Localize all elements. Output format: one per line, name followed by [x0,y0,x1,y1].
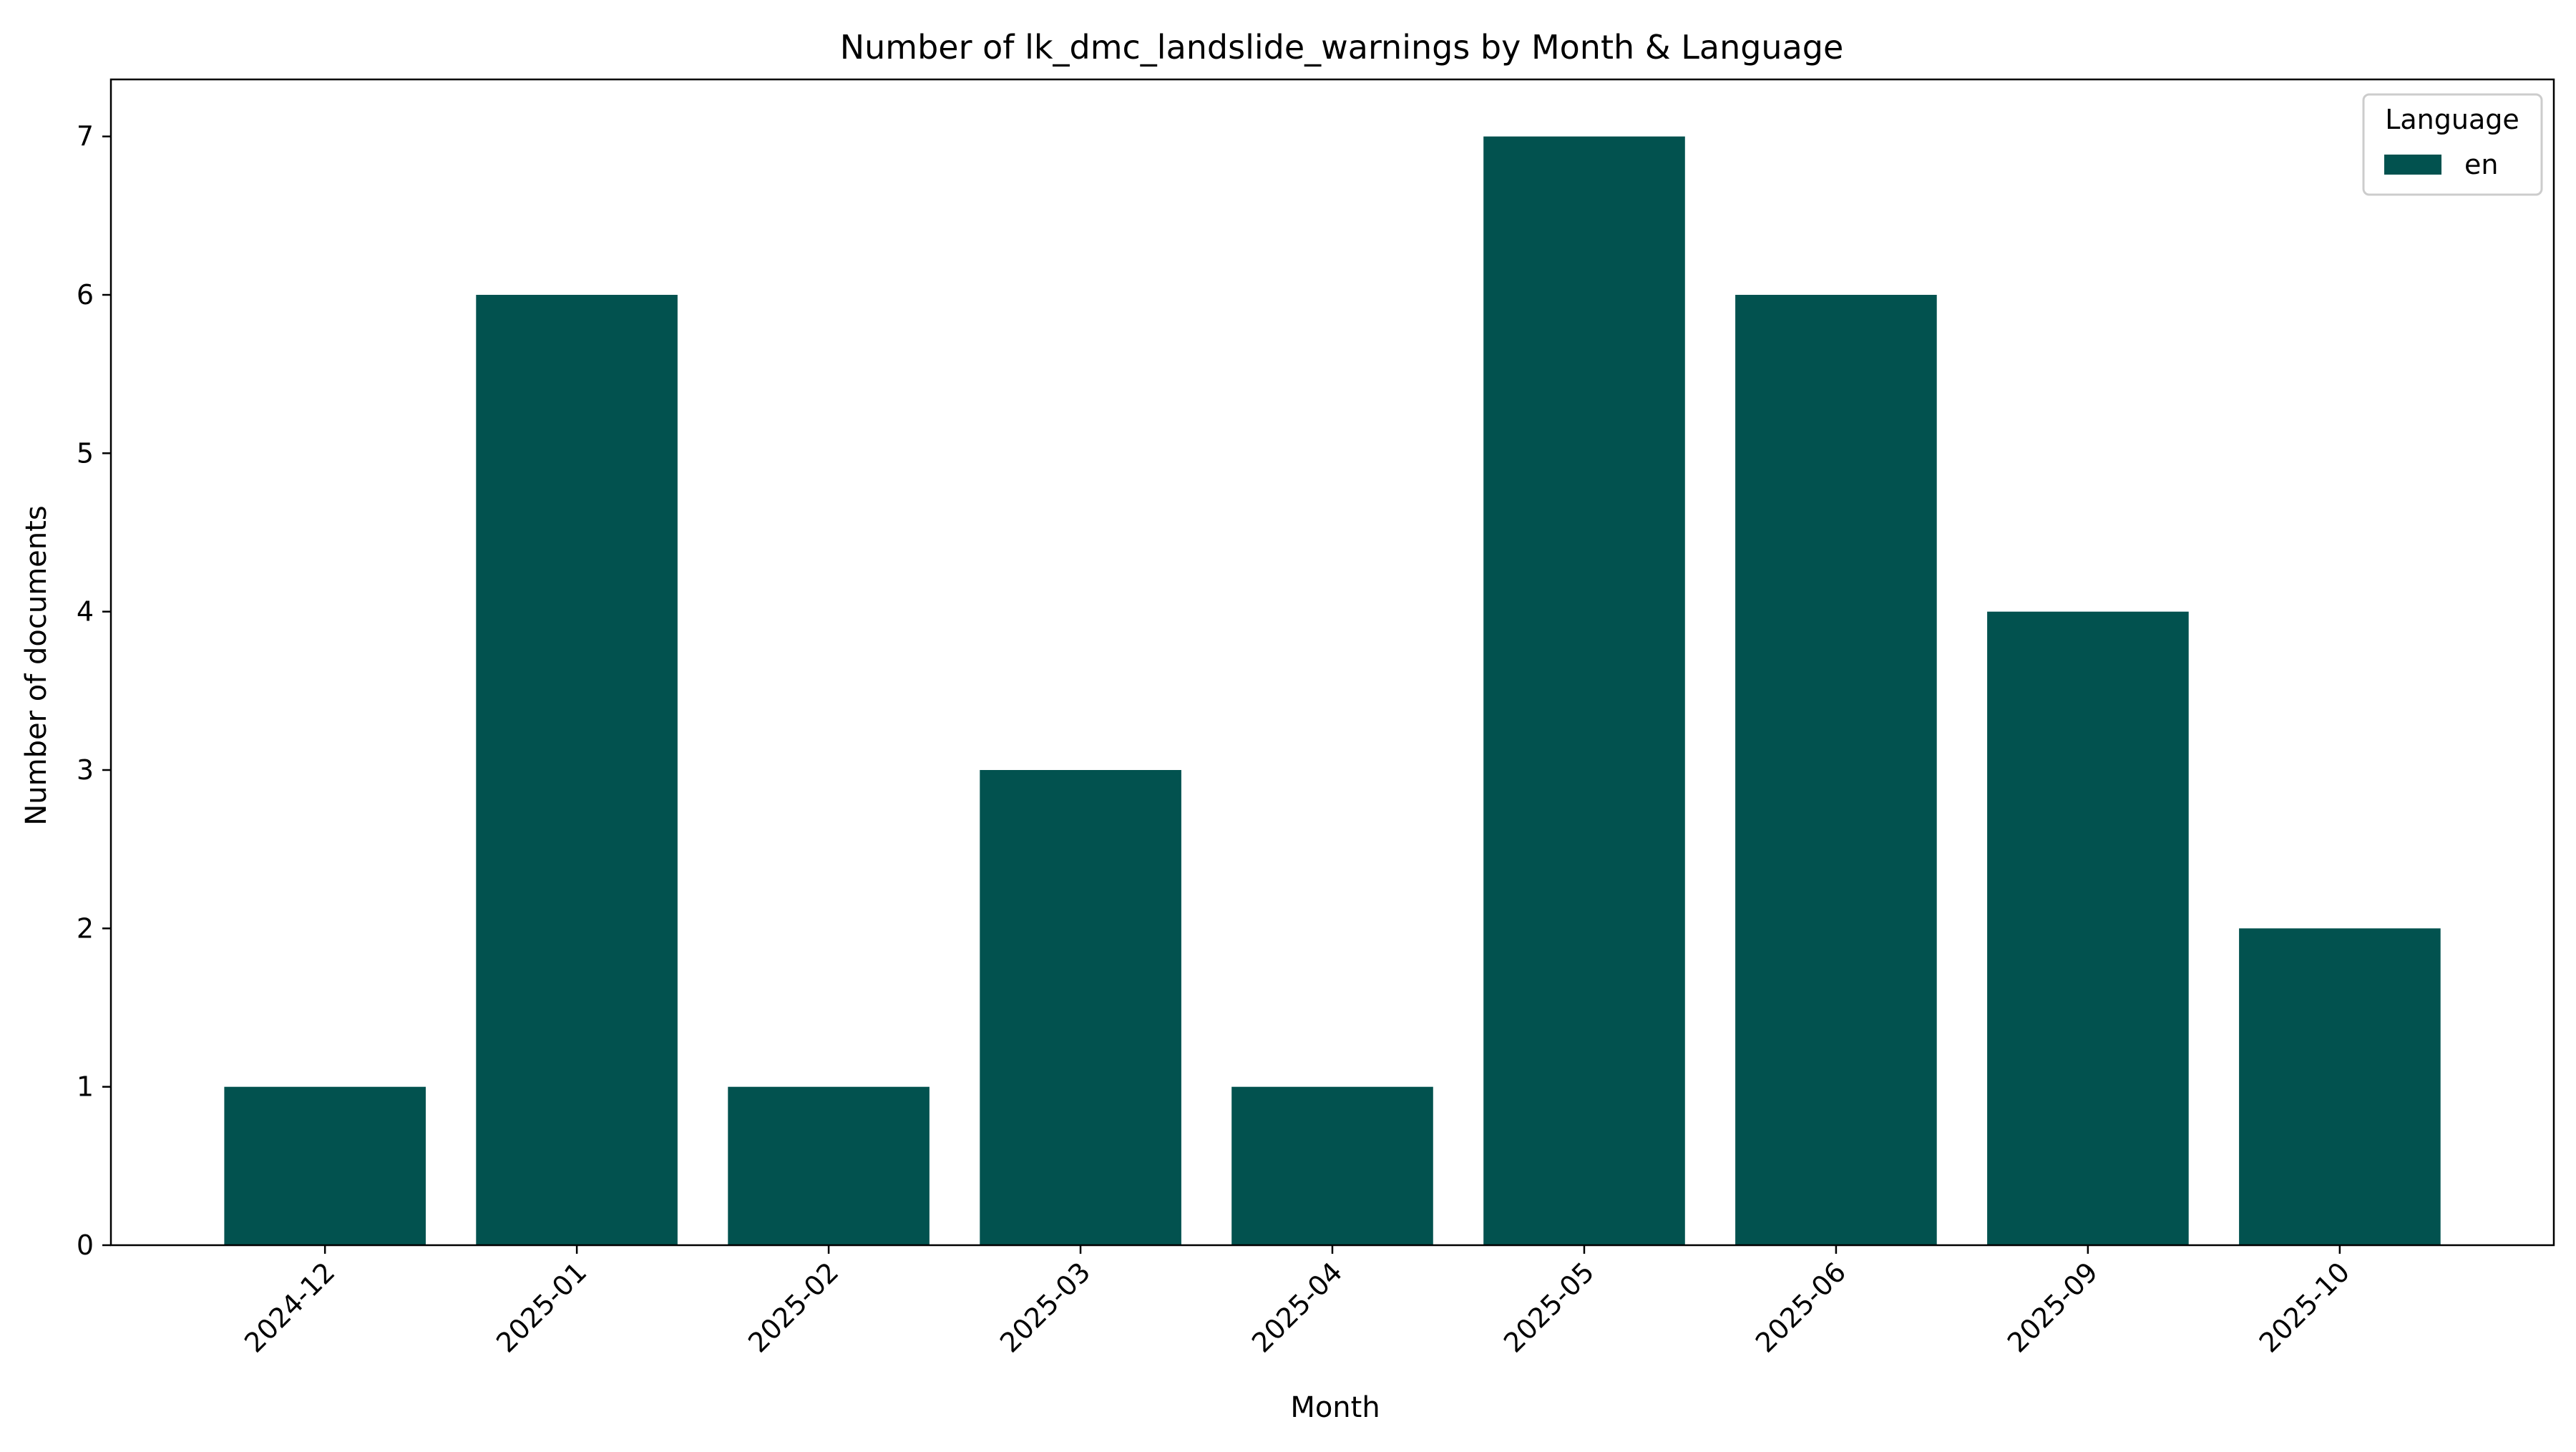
legend: Language en [2362,93,2543,196]
x-tick-label-2025-03: 2025-03 [994,1256,1096,1358]
y-tick-label-6: 6 [77,279,94,311]
y-tick-label-0: 0 [77,1229,94,1261]
y-tick-label-5: 5 [77,437,94,469]
x-tick-label-2025-09: 2025-09 [2001,1256,2104,1358]
y-tick-label-3: 3 [77,754,94,786]
x-tick-label-2025-04: 2025-04 [1246,1256,1348,1358]
chart-title: Number of lk_dmc_landslide_warnings by M… [840,28,1844,67]
bar-2024-12 [224,1086,426,1245]
bar-2025-03 [980,770,1181,1245]
y-tick-label-2: 2 [77,912,94,944]
bar-2025-04 [1231,1086,1433,1245]
legend-swatch-en [2384,155,2441,175]
bar-2025-02 [728,1086,930,1245]
bar-2025-10 [2239,928,2441,1245]
x-tick-label-2025-02: 2025-02 [742,1256,844,1358]
y-tick-label-7: 7 [77,121,94,152]
plot-frame [109,78,2555,1247]
legend-label-en: en [2464,149,2498,180]
x-tick-label-2025-06: 2025-06 [1750,1256,1852,1358]
legend-title: Language [2385,104,2519,135]
x-tick-label-2025-01: 2025-01 [490,1256,592,1358]
x-tick-label-2024-12: 2024-12 [238,1256,341,1358]
y-tick-label-4: 4 [77,596,94,628]
bar-2025-05 [1483,136,1685,1246]
x-tick-label-2025-10: 2025-10 [2253,1256,2356,1358]
plot-area: 0 1 2 3 4 5 6 7 2024-12 2025-01 2025-02 2025-03 2025… [77,78,2555,1359]
bar-2025-09 [1987,611,2189,1245]
x-axis-title: Month [1290,1391,1380,1424]
bar-2025-06 [1735,295,1937,1245]
x-tick-label-2025-05: 2025-05 [1498,1256,1600,1358]
y-axis-title: Number of documents [20,505,53,825]
y-tick-label-1: 1 [77,1071,94,1103]
bar-2025-01 [476,295,678,1245]
